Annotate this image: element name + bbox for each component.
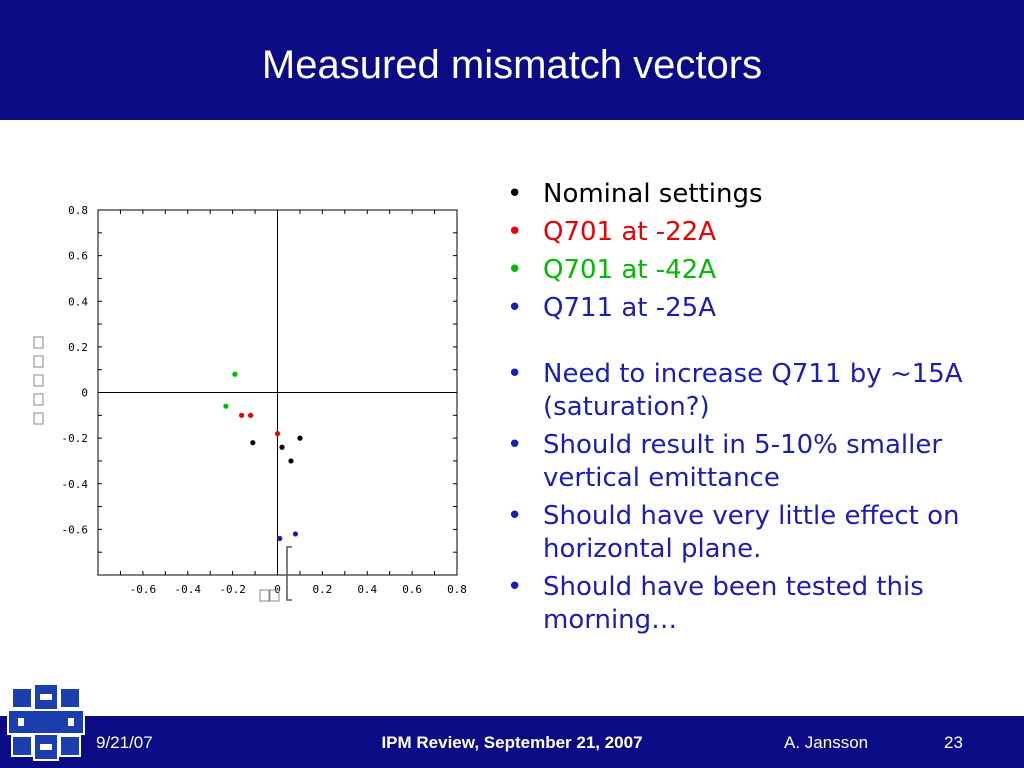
data-point: [223, 403, 229, 409]
axis-label-glyph: [33, 393, 44, 406]
data-point: [297, 435, 303, 441]
data-point: [247, 412, 254, 418]
note-bullet-item: • Should have been tested this morning…: [505, 571, 1010, 637]
legend-bullet-item: • Nominal settings: [505, 178, 1010, 211]
y-tick-label: 0.8: [68, 204, 88, 217]
data-point: [239, 412, 245, 418]
y-tick-label: 0.6: [68, 250, 88, 263]
notes-bullets: • Need to increase Q711 by ~15A (saturati…: [505, 358, 1010, 637]
legend-bullet-item: • Q701 at -22A: [505, 216, 1010, 249]
page-number: 23: [944, 733, 963, 752]
bullet-marker: •: [507, 501, 523, 531]
bullet-marker: •: [507, 293, 523, 323]
data-point: [250, 440, 256, 446]
legend-bullets: • Nominal settings • Q701 at -22A • Q701 at -…: [505, 178, 1010, 325]
bullet-marker: •: [507, 217, 523, 247]
note-bullet-item: • Should result in 5-10% smaller vertical…: [505, 429, 1010, 495]
legend-bullet-text: Nominal settings: [543, 179, 763, 209]
legend-bullet-text: Q701 at -22A: [543, 217, 716, 247]
fermilab-logo-icon: [7, 683, 85, 761]
axis-label-glyph: [259, 589, 270, 602]
x-tick-label: 0.8: [447, 583, 467, 596]
legend-bullet-item: • Q711 at -25A: [505, 292, 1010, 325]
note-bullet-text: Need to increase Q711 by ~15A (saturatio…: [543, 359, 963, 422]
bullet-marker: •: [507, 359, 523, 389]
footer-date: 9/21/07: [96, 733, 153, 752]
bullet-marker: •: [507, 255, 523, 285]
bullet-marker: •: [507, 572, 523, 602]
data-point: [274, 430, 281, 437]
footer-title: IPM Review, September 21, 2007: [381, 733, 643, 752]
y-tick-label: -0.2: [62, 432, 89, 445]
data-point: [232, 371, 238, 377]
mismatch-plot: -0.6 -0.4 -0.2 0 0.2 0.4 0.6 0.8 0.8 0.6 0.4 0.2 0 -0…: [20, 185, 480, 615]
y-tick-label: 0.2: [68, 341, 88, 354]
axis-label-glyph: [33, 336, 44, 349]
data-point: [292, 531, 299, 537]
x-tick-label: 0.6: [402, 583, 422, 596]
bullet-marker: •: [507, 179, 523, 209]
bullet-marker: •: [507, 430, 523, 460]
data-point: [288, 458, 294, 464]
mismatch-scatter-chart: -0.6 -0.4 -0.2 0 0.2 0.4 0.6 0.80.80.60.40.20-0…: [33, 204, 467, 602]
x-tick-label: 0.2: [312, 583, 332, 596]
axis-label-glyph: [33, 374, 44, 387]
axis-label-glyph: [33, 355, 44, 368]
y-tick-label: -0.6: [62, 523, 89, 536]
footer-bar: 9/21/07 IPM Review, September 21, 2007 A…: [0, 716, 1024, 768]
bracket-mark: [286, 546, 292, 601]
x-tick-label: -0.4: [175, 583, 202, 596]
legend-bullet-text: Q701 at -42A: [543, 255, 716, 285]
x-tick-label: -0.2: [219, 583, 246, 596]
y-tick-label: -0.4: [62, 478, 89, 491]
legend-bullet-text: Q711 at -25A: [543, 293, 716, 323]
x-tick-label: -0.6: [130, 583, 157, 596]
note-bullet-item: • Should have very little effect on horiz…: [505, 500, 1010, 566]
slide-title: Measured mismatch vectors: [261, 43, 763, 87]
x-tick-label: 0.4: [357, 583, 377, 596]
footer-author: A. Jansson: [784, 733, 869, 752]
bullet-list: • Nominal settings • Q701 at -22A • Q701 at -…: [505, 178, 1010, 642]
note-bullet-text: Should have very little effect on horizo…: [543, 501, 960, 564]
axis-label-glyph: [269, 589, 280, 602]
data-point: [277, 535, 283, 542]
legend-bullet-item: • Q701 at -42A: [505, 254, 1010, 287]
y-tick-label: 0.4: [68, 295, 88, 308]
axis-label-glyph: [33, 412, 44, 425]
y-tick-label: 0: [81, 387, 88, 400]
note-bullet-text: Should have been tested this morning…: [543, 572, 924, 635]
note-bullet-text: Should result in 5-10% smaller vertical …: [543, 430, 943, 493]
note-bullet-item: • Need to increase Q711 by ~15A (saturati…: [505, 358, 1010, 424]
title-bar: Measured mismatch vectors: [0, 0, 1024, 120]
data-point: [279, 444, 285, 450]
